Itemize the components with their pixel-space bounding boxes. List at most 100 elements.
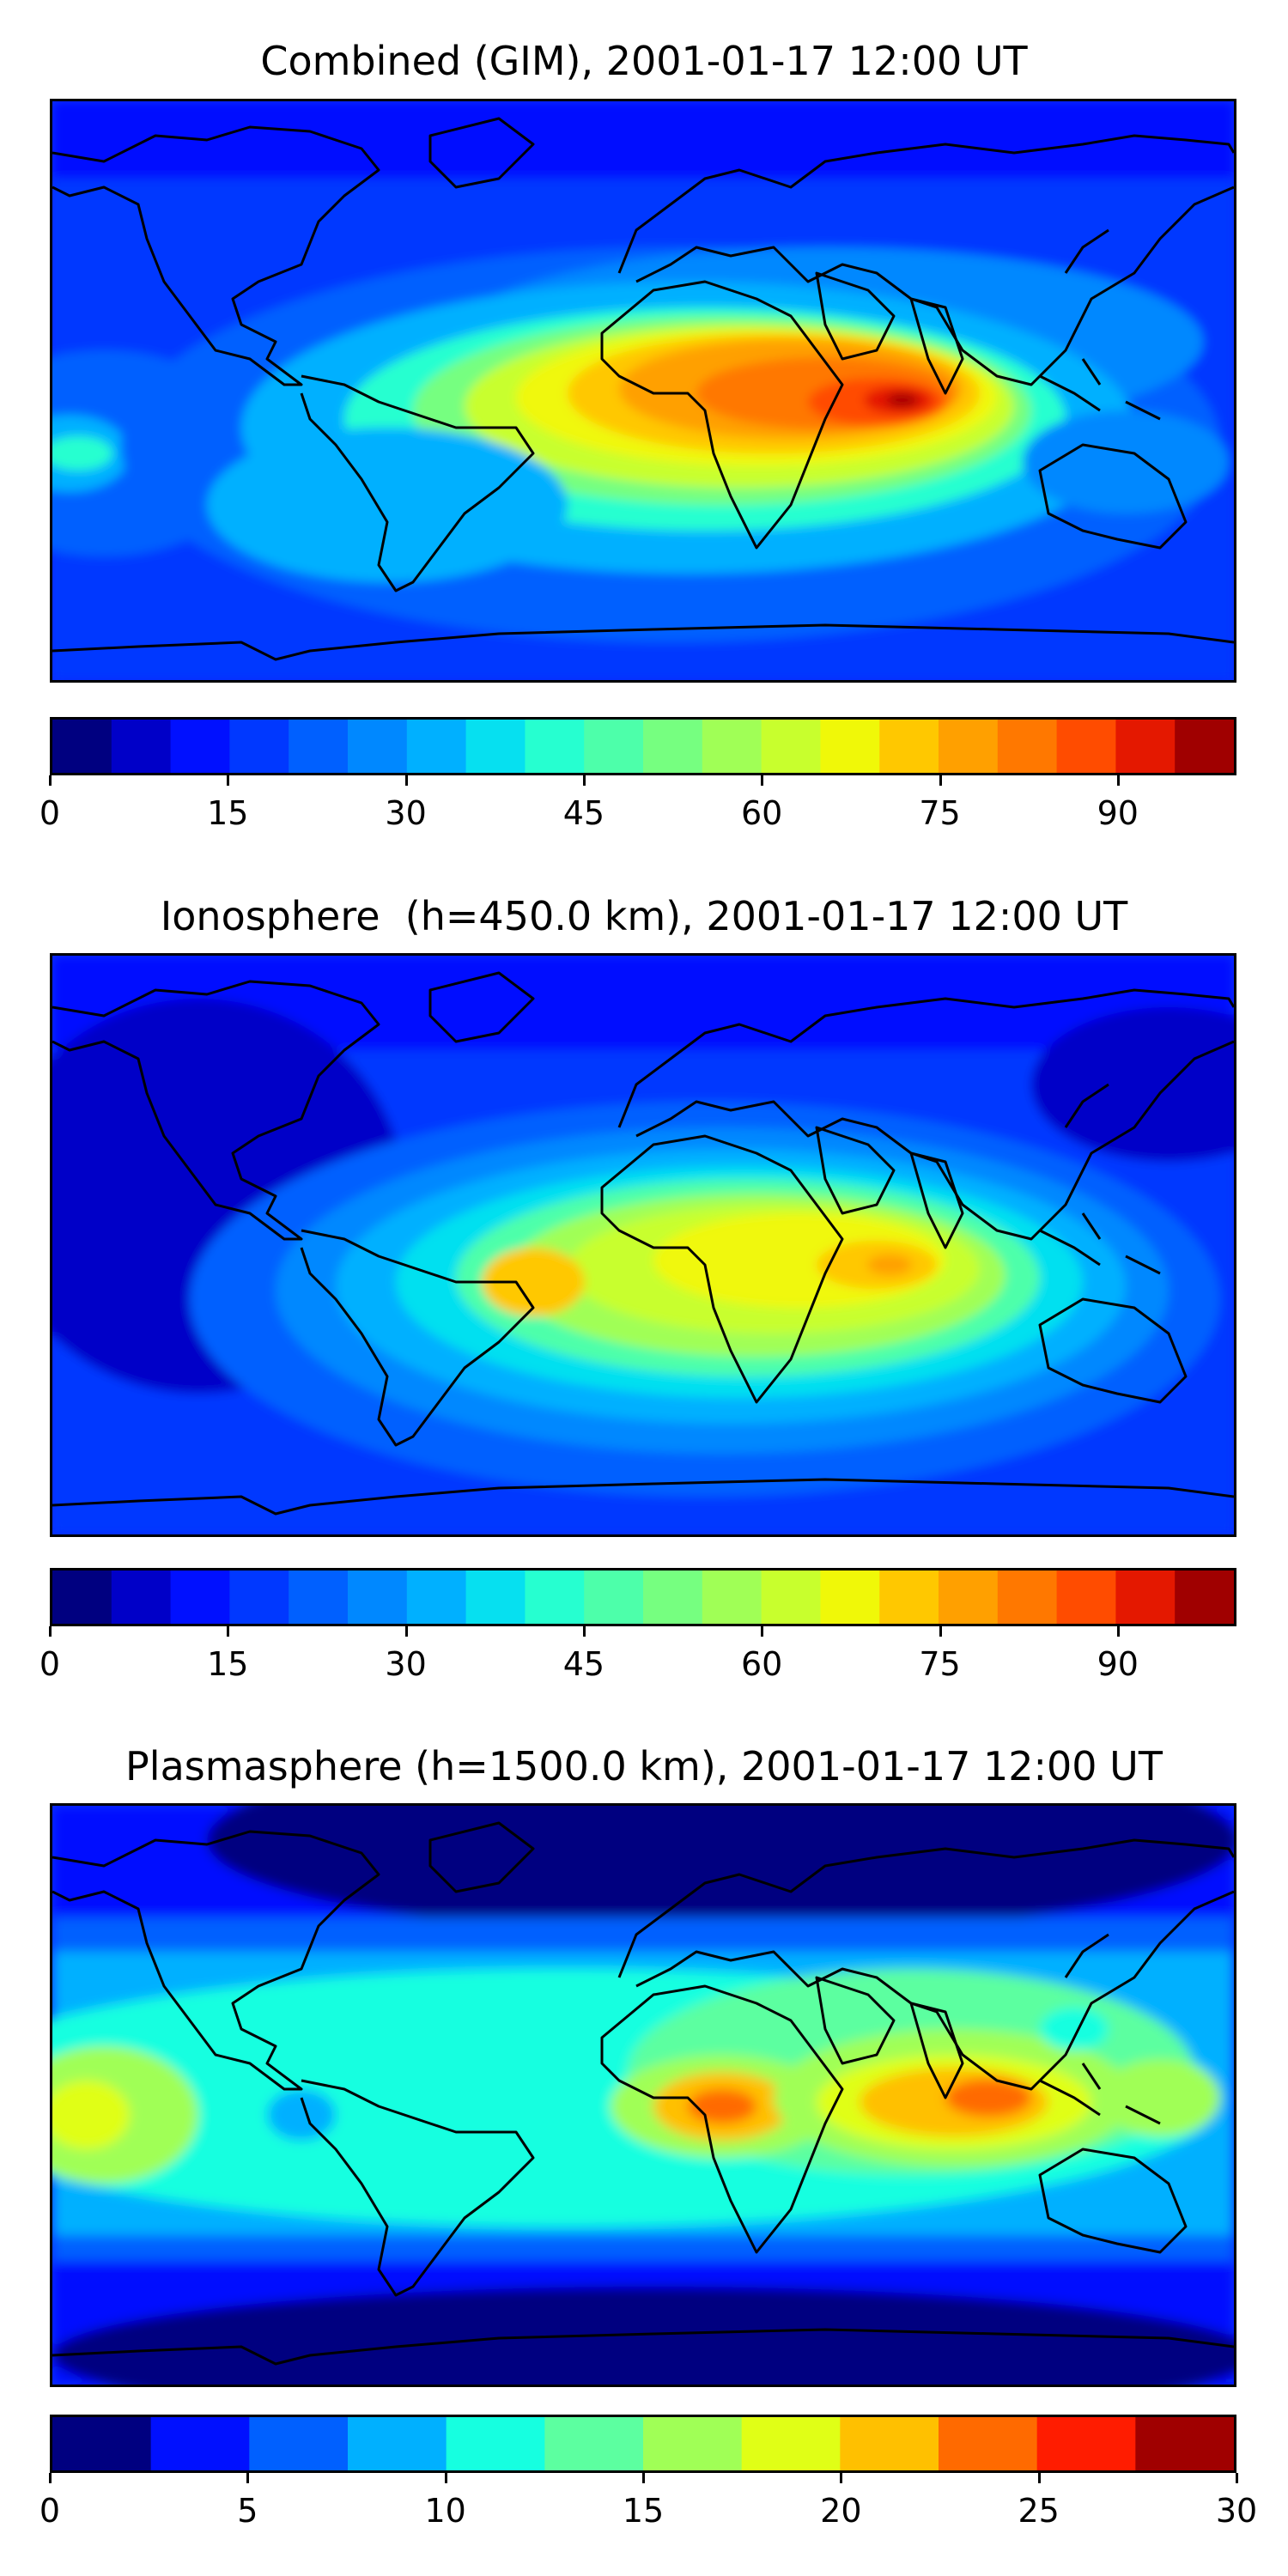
tick-label: 20 (820, 2492, 862, 2530)
tick-label: 30 (1215, 2492, 1258, 2530)
colorbar-level (52, 720, 112, 773)
colorbar-level (1175, 720, 1234, 773)
tick-label: 5 (237, 2492, 258, 2530)
colorbar-level (939, 720, 999, 773)
tick-label: 15 (207, 1645, 249, 1683)
colorbar-swatches (52, 1571, 1234, 1624)
heatmap-combined (52, 101, 1234, 680)
colorbar-level (406, 1571, 467, 1624)
field-band (52, 101, 1234, 179)
coastline-antarctica (52, 623, 1234, 661)
colorbar-level (702, 1571, 762, 1624)
tick-label: 10 (424, 2492, 466, 2530)
colorbar-level (1056, 1571, 1116, 1624)
colorbar-level (840, 2417, 939, 2470)
colorbar-level (289, 1571, 349, 1624)
colorbar-level (465, 720, 526, 773)
colorbar-level (761, 1571, 821, 1624)
colorbar-level (741, 2417, 841, 2470)
coastline-south-america (300, 374, 535, 592)
coastline-greenland (428, 117, 535, 189)
colorbar-level (1036, 2417, 1136, 2470)
tick-label: 45 (562, 794, 605, 832)
colorbar-level (643, 720, 703, 773)
colorbar-level (348, 2417, 447, 2470)
colorbar-level (229, 1571, 289, 1624)
coastline-africa (600, 280, 844, 550)
colorbar-level (406, 720, 467, 773)
colorbar-level (1115, 720, 1176, 773)
tick-label: 0 (39, 2492, 61, 2530)
tick-label: 60 (741, 1645, 783, 1683)
colorbar-level (939, 1571, 999, 1624)
heatmap-ionosphere (52, 956, 1234, 1534)
colorbar-level (939, 2417, 1038, 2470)
colorbar-level (997, 1571, 1058, 1624)
colorbar-level (879, 1571, 939, 1624)
map-ionosphere (50, 953, 1236, 1537)
colorbar-level (1135, 2417, 1234, 2470)
colorbar-level (111, 1571, 172, 1624)
chart-title: Plasmasphere (h=1500.0 km), 2001-01-17 1… (125, 1743, 1163, 1789)
coastline-arabia (815, 271, 896, 361)
tick-label: 0 (39, 1645, 61, 1683)
colorbar-level (52, 1571, 112, 1624)
colorbar-level (643, 2417, 743, 2470)
colorbar-level (229, 720, 289, 773)
colorbar-level (170, 720, 230, 773)
colorbar-level (820, 720, 880, 773)
map-plasmasphere (50, 1803, 1236, 2387)
coastline-north-america (52, 125, 380, 386)
colorbar-level (1115, 1571, 1176, 1624)
tick-label: 30 (385, 1645, 427, 1683)
colorbar-ticks-combined: 0 15 30 45 60 75 90 (39, 775, 1236, 832)
tick-label: 60 (741, 794, 783, 832)
colorbar-ionosphere (50, 1568, 1236, 1626)
tick-label: 0 (39, 794, 61, 832)
colorbar-level (111, 720, 172, 773)
colorbar-level (289, 720, 349, 773)
colorbar-plasmasphere (50, 2415, 1236, 2473)
tick-label: 75 (919, 1645, 961, 1683)
coastlines (52, 117, 1234, 661)
colorbar-level (348, 1571, 408, 1624)
colorbar-level (702, 720, 762, 773)
colorbar-level (170, 1571, 230, 1624)
tick-label: 30 (385, 794, 427, 832)
colorbar-level (525, 1571, 585, 1624)
tick-label: 90 (1097, 1645, 1139, 1683)
colorbar-level (820, 1571, 880, 1624)
coastline-india (909, 297, 964, 395)
tick-label: 75 (919, 794, 961, 832)
chart-title: Ionosphere (h=450.0 km), 2001-01-17 12:0… (160, 893, 1128, 939)
colorbar-level (761, 720, 821, 773)
colorbar-level (465, 1571, 526, 1624)
colorbar-level (52, 2417, 152, 2470)
colorbar-ticks-plasmasphere: 0 5 10 15 20 25 30 (39, 2473, 1257, 2530)
colorbar-level (997, 720, 1058, 773)
colorbar-ticks-ionosphere: 0 15 30 45 60 75 90 (39, 1626, 1236, 1683)
chart-title: Combined (GIM), 2001-01-17 12:00 UT (260, 38, 1028, 84)
colorbar-level (348, 720, 408, 773)
colorbar-level (446, 2417, 545, 2470)
tick-label: 45 (562, 1645, 605, 1683)
heatmap-plasmasphere (52, 1806, 1234, 2385)
colorbar-level (879, 720, 939, 773)
colorbar-level (1175, 1571, 1234, 1624)
tick-label: 15 (622, 2492, 665, 2530)
coastline-islands (1039, 228, 1161, 421)
colorbar-level (249, 2417, 349, 2470)
map-combined (50, 99, 1236, 683)
colorbar-level (584, 720, 644, 773)
colorbar-level (584, 1571, 644, 1624)
coastline-australia (1038, 443, 1188, 550)
colorbar-swatches (52, 720, 1234, 773)
colorbar-level (643, 1571, 703, 1624)
colorbar-level (150, 2417, 250, 2470)
tick-label: 90 (1097, 794, 1139, 832)
colorbar-level (1056, 720, 1116, 773)
colorbar-level (544, 2417, 644, 2470)
colorbar-level (525, 720, 585, 773)
tick-label: 25 (1018, 2492, 1060, 2530)
tick-label: 15 (207, 794, 249, 832)
